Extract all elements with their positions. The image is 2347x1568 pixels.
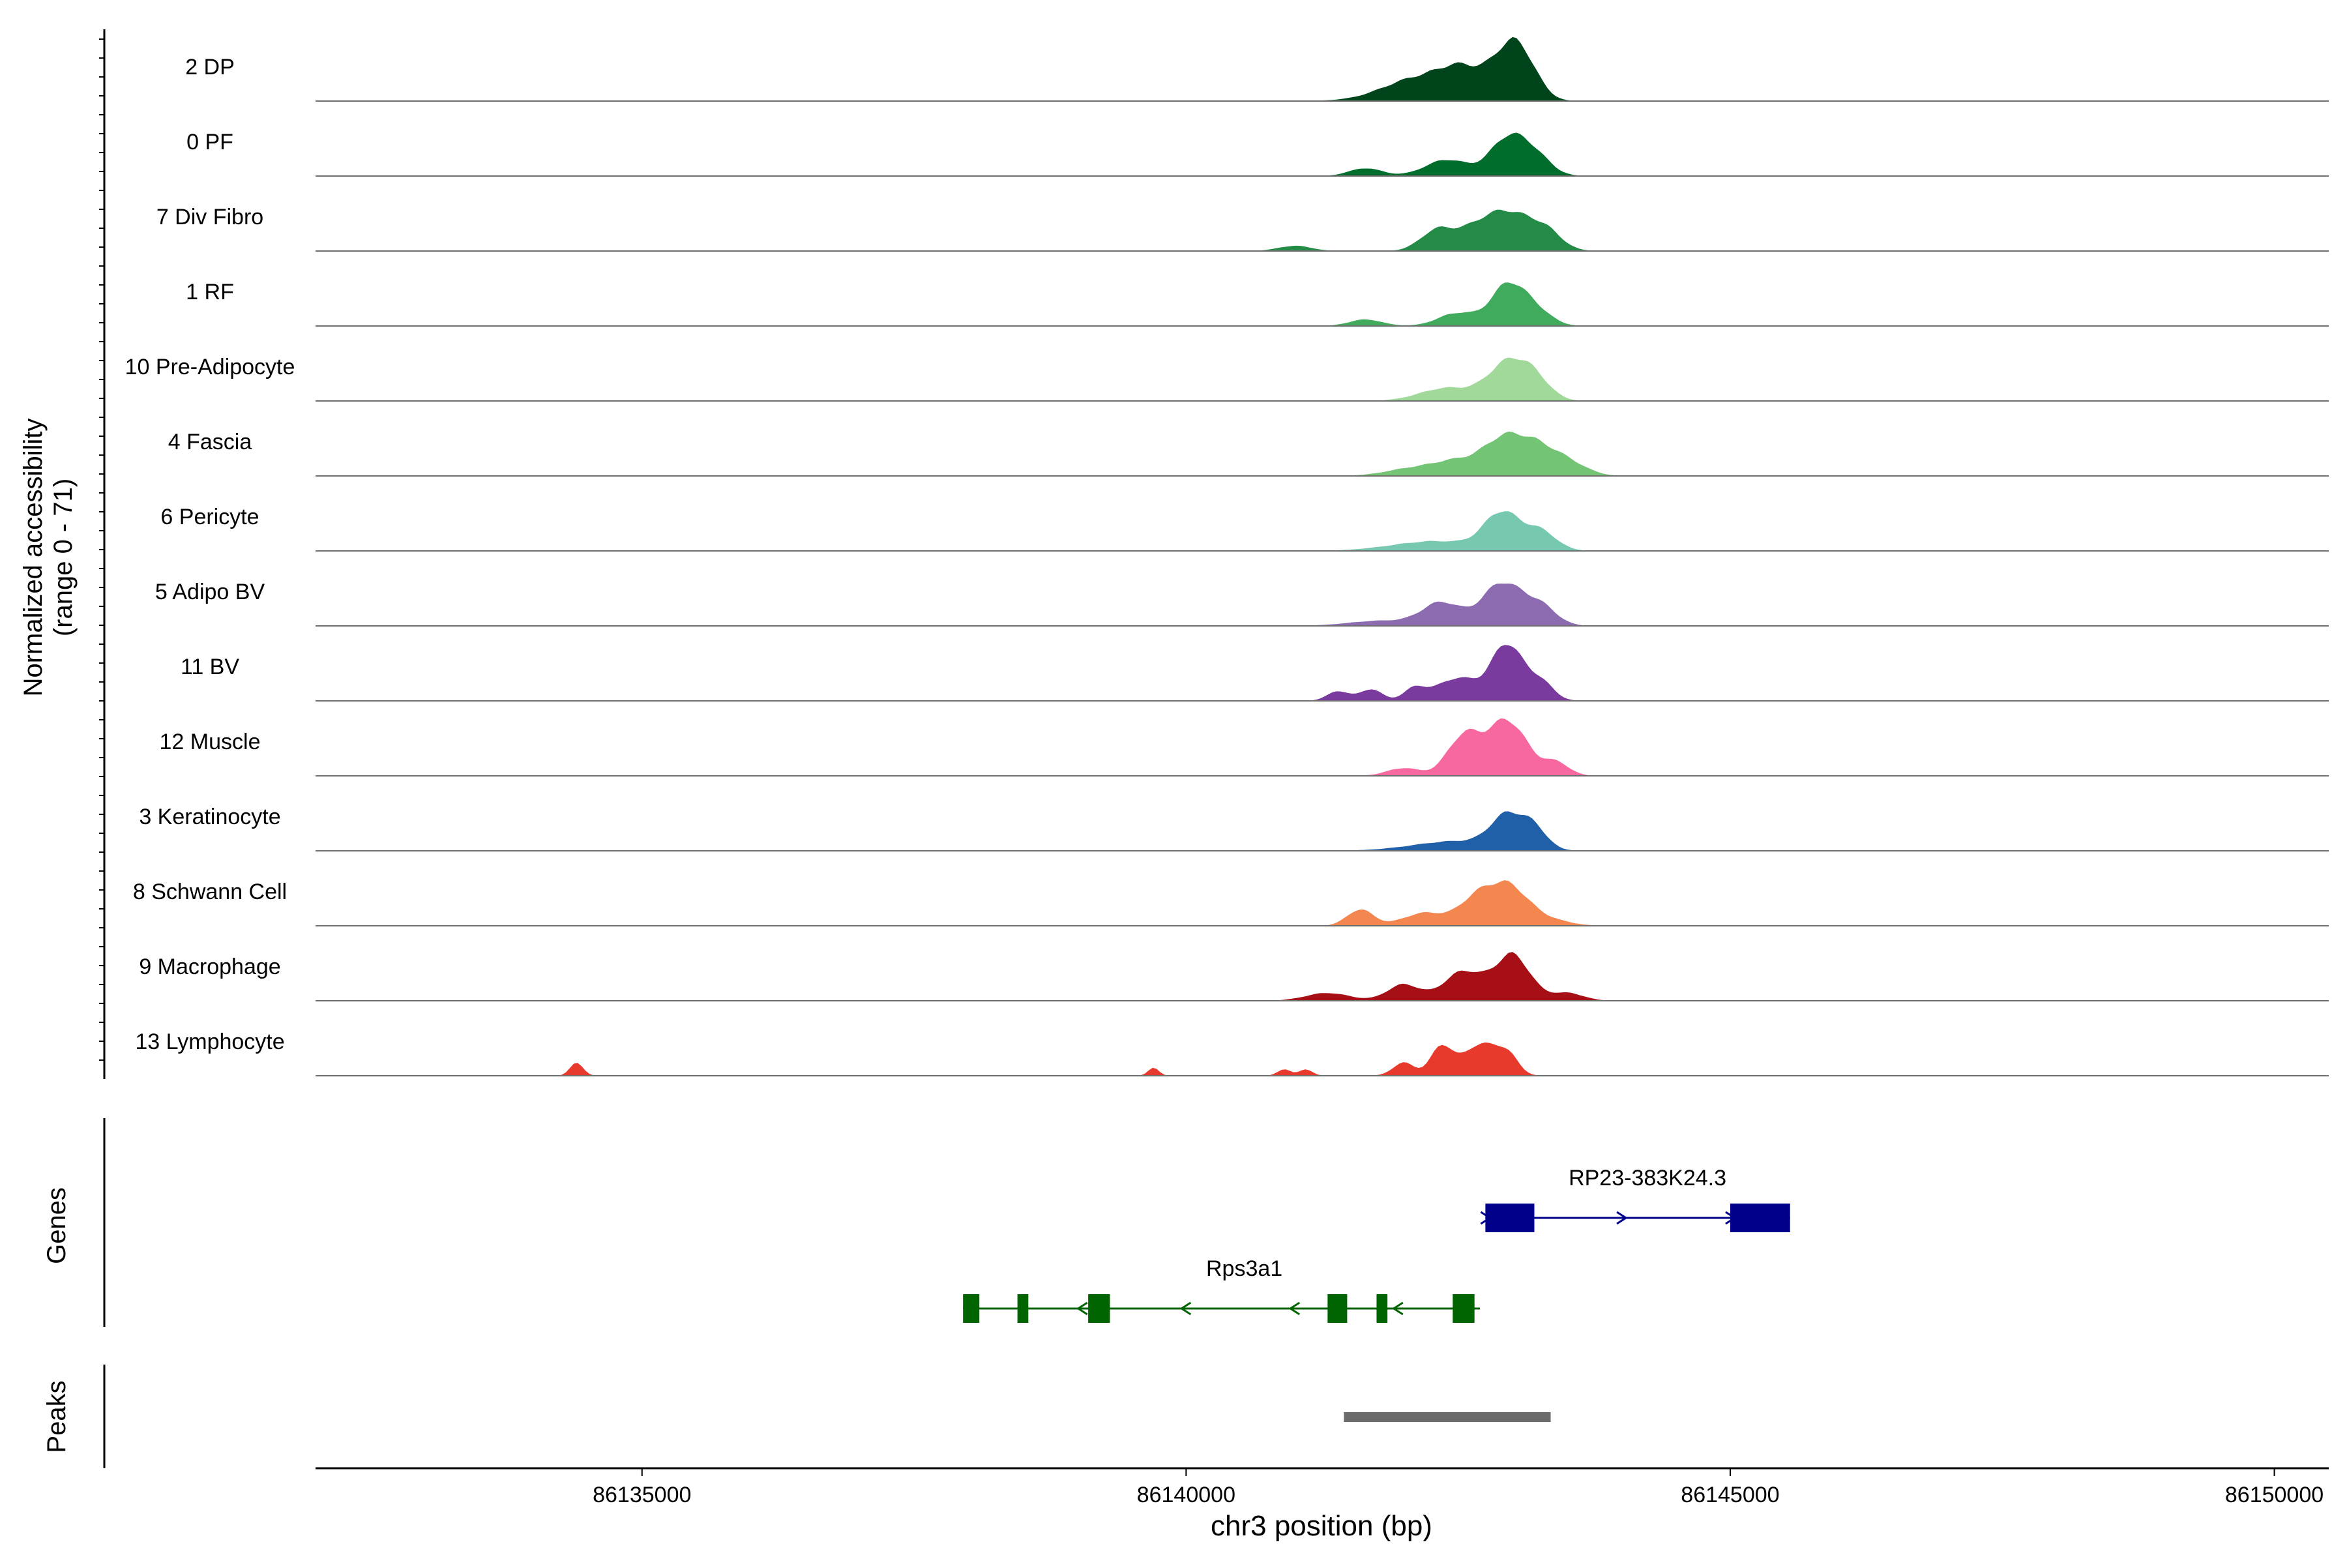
y-axis-label-range: (range 0 - 71) [49, 479, 78, 636]
coverage-area [316, 37, 2329, 101]
track-label: 11 BV [181, 655, 239, 679]
gene-exon [1730, 1204, 1790, 1232]
peaks-track-label: Peaks [42, 1380, 71, 1453]
gene-exon [1485, 1204, 1535, 1232]
x-axis: chr3 position (bp) 86135000 86140000 86145… [316, 1467, 2329, 1542]
coverage-track: 1 RF [186, 280, 2329, 327]
gene-exon [1017, 1294, 1029, 1323]
x-axis-label: chr3 position (bp) [1211, 1510, 1432, 1542]
coverage-track: 4 Fascia [168, 430, 2329, 477]
coverage-area [316, 811, 2329, 851]
coverage-track: 13 Lymphocyte [135, 1029, 2329, 1076]
track-label: 1 RF [186, 280, 234, 304]
x-tick-label: 86145000 [1681, 1483, 1779, 1507]
strand-arrow [1480, 1211, 1492, 1225]
x-tick-label: 86140000 [1137, 1483, 1235, 1507]
track-label: 8 Schwann Cell [133, 880, 287, 904]
coverage-area [316, 880, 2329, 926]
coverage-track: 3 Keratinocyte [139, 805, 2329, 851]
coverage-area [316, 1043, 2329, 1076]
track-label: 10 Pre-Adipocyte [125, 355, 295, 379]
gene-exon [1453, 1294, 1475, 1323]
coverage-track: 5 Adipo BV [155, 580, 2329, 627]
coverage-area [316, 357, 2329, 401]
gene-exon [1376, 1294, 1388, 1323]
track-label: 3 Keratinocyte [139, 805, 280, 829]
coverage-area [316, 209, 2329, 251]
genes-track: Genes RP23-383K24.3 Rps3a1 [42, 1118, 1790, 1327]
strand-arrow [1076, 1301, 1088, 1316]
coverage-track: 8 Schwann Cell [133, 880, 2329, 926]
coverage-track: 7 Div Fibro [156, 205, 2329, 252]
coverage-track: 6 Pericyte [160, 505, 2329, 552]
coverage-area [316, 584, 2329, 626]
track-label: 9 Macrophage [139, 954, 280, 979]
track-label: 12 Muscle [160, 730, 261, 754]
coverage-track: 10 Pre-Adipocyte [125, 355, 2329, 402]
peaks-track: Peaks [42, 1365, 1551, 1468]
track-label: 5 Adipo BV [155, 580, 265, 604]
track-label: 13 Lymphocyte [135, 1029, 284, 1054]
strand-arrow [1616, 1211, 1628, 1225]
gene-name: Rps3a1 [1206, 1256, 1282, 1281]
peak-region [1344, 1412, 1551, 1422]
genes-track-label: Genes [42, 1187, 71, 1264]
track-label: 6 Pericyte [160, 505, 259, 529]
gene-model: RP23-383K24.3 [1480, 1166, 1790, 1232]
strand-arrow [1288, 1301, 1301, 1316]
coverage-track: 12 Muscle [160, 718, 2329, 777]
x-tick-label: 86150000 [2225, 1483, 2324, 1507]
gene-model: Rps3a1 [963, 1256, 1481, 1323]
coverage-area [316, 952, 2329, 1001]
coverage-track: 9 Macrophage [139, 952, 2329, 1001]
coverage-area [316, 718, 2329, 776]
x-tick-label: 86135000 [593, 1483, 691, 1507]
gene-exon [1088, 1294, 1110, 1323]
coverage-track: 11 BV [181, 645, 2329, 702]
track-label: 7 Div Fibro [156, 205, 263, 229]
track-label: 4 Fascia [168, 430, 252, 454]
coverage-area [316, 511, 2329, 551]
strand-arrow [1179, 1301, 1192, 1316]
track-label: 2 DP [185, 55, 235, 80]
strand-arrow [1725, 1211, 1737, 1225]
gene-exon [1327, 1294, 1348, 1323]
coverage-area [316, 282, 2329, 326]
coverage-track: 2 DP [185, 37, 2329, 102]
gene-exon [963, 1294, 980, 1323]
strand-arrow [1392, 1301, 1404, 1316]
y-axis-label: Normalized accessibility [19, 419, 48, 697]
coverage-track: 0 PF [186, 130, 2329, 177]
track-label: 0 PF [186, 130, 233, 155]
coverage-area [316, 645, 2329, 701]
y-axis: Normalized accessibility (range 0 - 71) [19, 29, 106, 1079]
coverage-tracks: 2 DP 0 PF 7 Div Fibro 1 RF 10 Pre-Adipocyte 4… [125, 37, 2329, 1076]
coverage-area [316, 431, 2329, 476]
gene-name: RP23-383K24.3 [1569, 1166, 1726, 1191]
coverage-area [316, 132, 2329, 176]
